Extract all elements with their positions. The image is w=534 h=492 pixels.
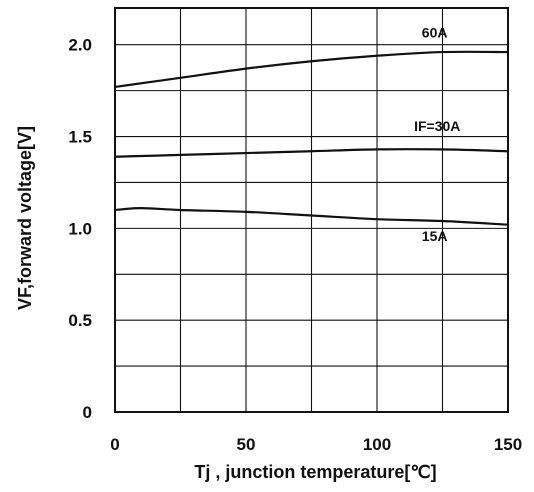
series-label-15a: 15A bbox=[422, 228, 448, 244]
x-tick-label: 100 bbox=[363, 435, 391, 454]
y-tick-label: 1.0 bbox=[68, 219, 92, 238]
plot-frame bbox=[114, 7, 509, 413]
series-label-60a: 60A bbox=[422, 24, 448, 40]
y-tick-labels: 0 0.5 1.0 1.5 2.0 bbox=[68, 36, 92, 422]
series-line-15a bbox=[113, 207, 510, 226]
series-label-if-30a: IF=30A bbox=[414, 118, 460, 134]
x-tick-label: 50 bbox=[237, 435, 256, 454]
series-labels: 60A IF=30A 15A bbox=[414, 24, 460, 244]
x-tick-label: 0 bbox=[110, 435, 119, 454]
series-lines bbox=[113, 50, 510, 226]
series-line-60a bbox=[113, 50, 510, 89]
x-axis-label: Tj , junction temperature[℃] bbox=[194, 462, 436, 482]
y-tick-label: 0.5 bbox=[68, 311, 92, 330]
y-tick-label: 2.0 bbox=[68, 36, 92, 55]
x-tick-label: 150 bbox=[494, 435, 522, 454]
x-tick-labels: 0 50 100 150 bbox=[110, 435, 522, 454]
y-axis-label: VF,forward voltage[V] bbox=[15, 126, 35, 310]
y-tick-label: 1.5 bbox=[68, 128, 92, 147]
series-line-if-30a bbox=[113, 148, 510, 158]
grid bbox=[115, 8, 508, 412]
y-tick-label: 0 bbox=[83, 403, 92, 422]
